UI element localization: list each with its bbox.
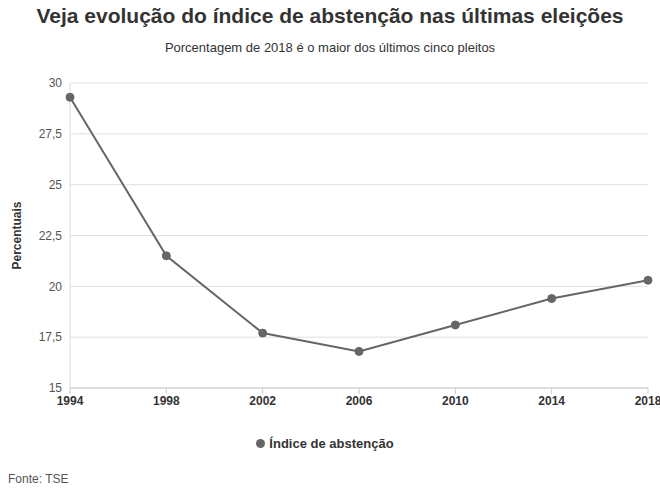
svg-text:1998: 1998 bbox=[153, 394, 180, 408]
svg-text:2018: 2018 bbox=[635, 394, 652, 408]
svg-text:30: 30 bbox=[49, 76, 63, 90]
svg-text:25: 25 bbox=[49, 178, 63, 192]
svg-text:20: 20 bbox=[49, 280, 63, 294]
svg-text:17,5: 17,5 bbox=[39, 330, 63, 344]
svg-text:2006: 2006 bbox=[346, 394, 373, 408]
svg-text:27,5: 27,5 bbox=[39, 127, 63, 141]
html-text:Fonte: TSE: Fonte: TSE bbox=[8, 472, 69, 486]
svg-text:15: 15 bbox=[49, 381, 63, 395]
svg-text:2002: 2002 bbox=[249, 394, 276, 408]
svg-text:22,5: 22,5 bbox=[39, 229, 63, 243]
html-text:Porcentagem de 2018 é o maior: Porcentagem de 2018 é o maior dos último… bbox=[164, 40, 496, 55]
svg-text:1994: 1994 bbox=[57, 394, 84, 408]
html-text:Índice de abstenção: Índice de abstenção bbox=[269, 436, 394, 451]
svg-text:2010: 2010 bbox=[442, 394, 469, 408]
html-text:Veja evolução do índice de abs: Veja evolução do índice de abstenção nas… bbox=[36, 4, 624, 27]
svg-text:2014: 2014 bbox=[538, 394, 565, 408]
svg-text:Percentuais: Percentuais bbox=[10, 201, 24, 269]
